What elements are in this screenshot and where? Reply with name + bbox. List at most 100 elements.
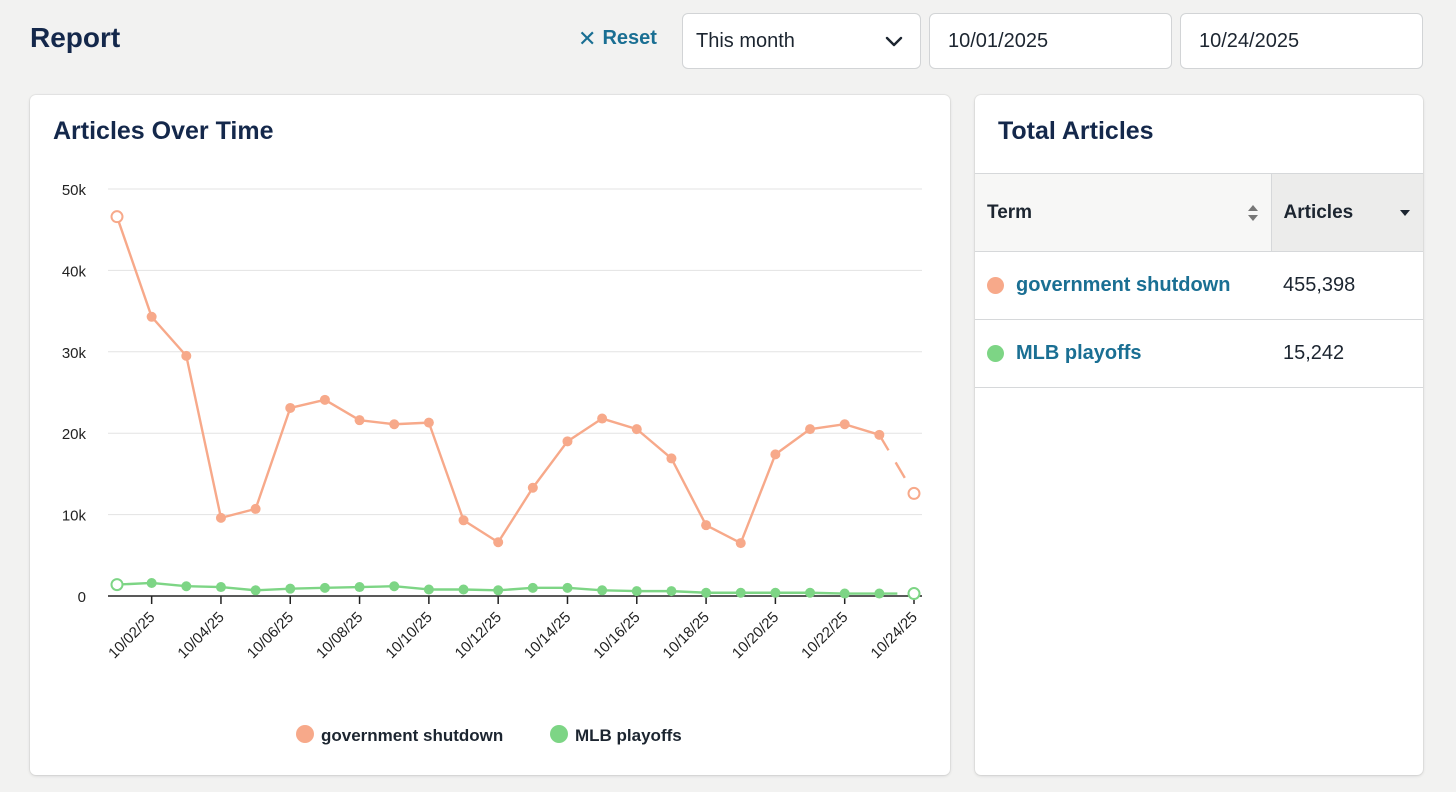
data-point <box>250 585 261 596</box>
legend-label: government shutdown <box>321 726 503 745</box>
start-date-value: 10/01/2025 <box>948 29 1049 52</box>
y-tick-label: 10k <box>62 508 87 525</box>
term-column-header[interactable]: Term <box>975 173 1272 252</box>
data-point <box>631 424 642 435</box>
series-line-partial <box>878 434 916 495</box>
close-icon: ✕ <box>578 25 597 51</box>
data-point <box>805 587 816 598</box>
series-color-dot <box>987 277 1004 294</box>
x-tick-label: 10/16/25 <box>590 609 643 662</box>
chart-title: Articles Over Time <box>53 117 274 145</box>
data-point <box>493 585 504 596</box>
data-point <box>110 210 124 224</box>
data-point <box>666 586 677 597</box>
x-tick-label: 10/22/25 <box>798 609 851 662</box>
term-link[interactable]: MLB playoffs <box>1016 342 1142 364</box>
x-tick-label: 10/06/25 <box>244 609 297 662</box>
data-point <box>181 350 192 361</box>
line-chart: 0 10k 20k 30k 40k 50k 10/02/25 10/04/25 10/06/25… <box>62 182 922 745</box>
articles-column-header[interactable]: Articles <box>1271 173 1423 252</box>
data-point <box>285 583 296 594</box>
total-articles-card: Total Articles Term Articles <box>975 95 1423 775</box>
reset-button[interactable]: ✕ Reset <box>578 27 657 50</box>
legend-label: MLB playoffs <box>575 726 682 745</box>
y-tick-label: 20k <box>62 426 87 443</box>
data-point <box>146 311 157 322</box>
data-point <box>146 577 157 588</box>
term-link[interactable]: government shutdown <box>1016 274 1231 296</box>
data-point <box>805 424 816 435</box>
total-articles-table: Term Articles <box>975 173 1423 388</box>
x-tick-label: 10/20/25 <box>729 609 782 662</box>
sort-icon <box>1247 204 1258 221</box>
data-point <box>562 582 573 593</box>
data-point <box>319 582 330 593</box>
x-tick-label: 10/14/25 <box>521 609 574 662</box>
reset-label: Reset <box>602 27 657 49</box>
table-row: MLB playoffs 15,242 <box>975 319 1423 388</box>
data-point <box>631 586 642 597</box>
x-tick-label: 10/12/25 <box>452 609 505 662</box>
x-tick-label: 10/24/25 <box>868 609 921 662</box>
data-point <box>874 588 885 599</box>
data-point <box>527 582 538 593</box>
data-point <box>110 578 124 592</box>
data-point <box>458 584 469 595</box>
data-point <box>597 413 608 424</box>
data-point <box>597 585 608 596</box>
chart-card: Articles Over Time 0 10k 20k 30k 40k 50k 10/02… <box>30 95 950 775</box>
x-tick-label: 10/02/25 <box>105 609 158 662</box>
data-point <box>285 402 296 413</box>
term-header-label: Term <box>987 201 1033 223</box>
data-point <box>666 453 677 464</box>
data-point <box>389 419 400 430</box>
data-point <box>493 537 504 548</box>
legend-marker <box>550 725 568 743</box>
article-count: 15,242 <box>1271 319 1423 388</box>
data-point <box>562 436 573 447</box>
x-tick-label: 10/08/25 <box>313 609 366 662</box>
article-count: 455,398 <box>1271 251 1423 320</box>
data-point <box>181 581 192 592</box>
data-point <box>735 538 746 549</box>
data-point <box>250 503 261 514</box>
table-row: government shutdown 455,398 <box>975 251 1423 320</box>
data-point <box>839 588 850 599</box>
data-point <box>527 482 538 493</box>
y-tick-label: 50k <box>62 182 87 199</box>
x-tick-label: 10/10/25 <box>382 609 435 662</box>
y-tick-label: 0 <box>78 589 86 606</box>
chevron-down-icon <box>885 36 903 47</box>
data-point <box>735 587 746 598</box>
sort-descending-icon <box>1400 209 1410 216</box>
end-date-value: 10/24/2025 <box>1199 29 1300 52</box>
data-point <box>354 582 365 593</box>
data-point <box>770 587 781 598</box>
data-point <box>423 584 434 595</box>
data-point <box>770 449 781 460</box>
data-point <box>458 515 469 526</box>
data-point <box>701 587 712 598</box>
y-tick-label: 30k <box>62 345 87 362</box>
y-tick-label: 40k <box>62 263 87 280</box>
data-point <box>215 582 226 593</box>
start-date-input[interactable]: 10/01/2025 <box>929 13 1172 69</box>
series-line <box>115 216 880 545</box>
data-point <box>839 419 850 430</box>
series-color-dot <box>987 345 1004 362</box>
data-point <box>354 415 365 426</box>
page-title: Report <box>30 22 121 53</box>
data-point <box>423 417 434 428</box>
articles-header-label: Articles <box>1283 201 1354 223</box>
data-point <box>701 520 712 531</box>
data-point <box>907 486 921 500</box>
data-point <box>907 587 921 601</box>
x-tick-label: 10/04/25 <box>174 609 227 662</box>
x-tick-label: 10/18/25 <box>660 609 713 662</box>
data-point <box>319 394 330 405</box>
date-range-select[interactable]: This month <box>682 13 921 69</box>
legend-marker <box>296 725 314 743</box>
end-date-input[interactable]: 10/24/2025 <box>1180 13 1423 69</box>
table-title: Total Articles <box>998 117 1154 145</box>
data-point <box>389 581 400 592</box>
